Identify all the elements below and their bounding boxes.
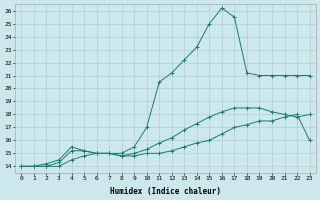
X-axis label: Humidex (Indice chaleur): Humidex (Indice chaleur) [110, 187, 221, 196]
